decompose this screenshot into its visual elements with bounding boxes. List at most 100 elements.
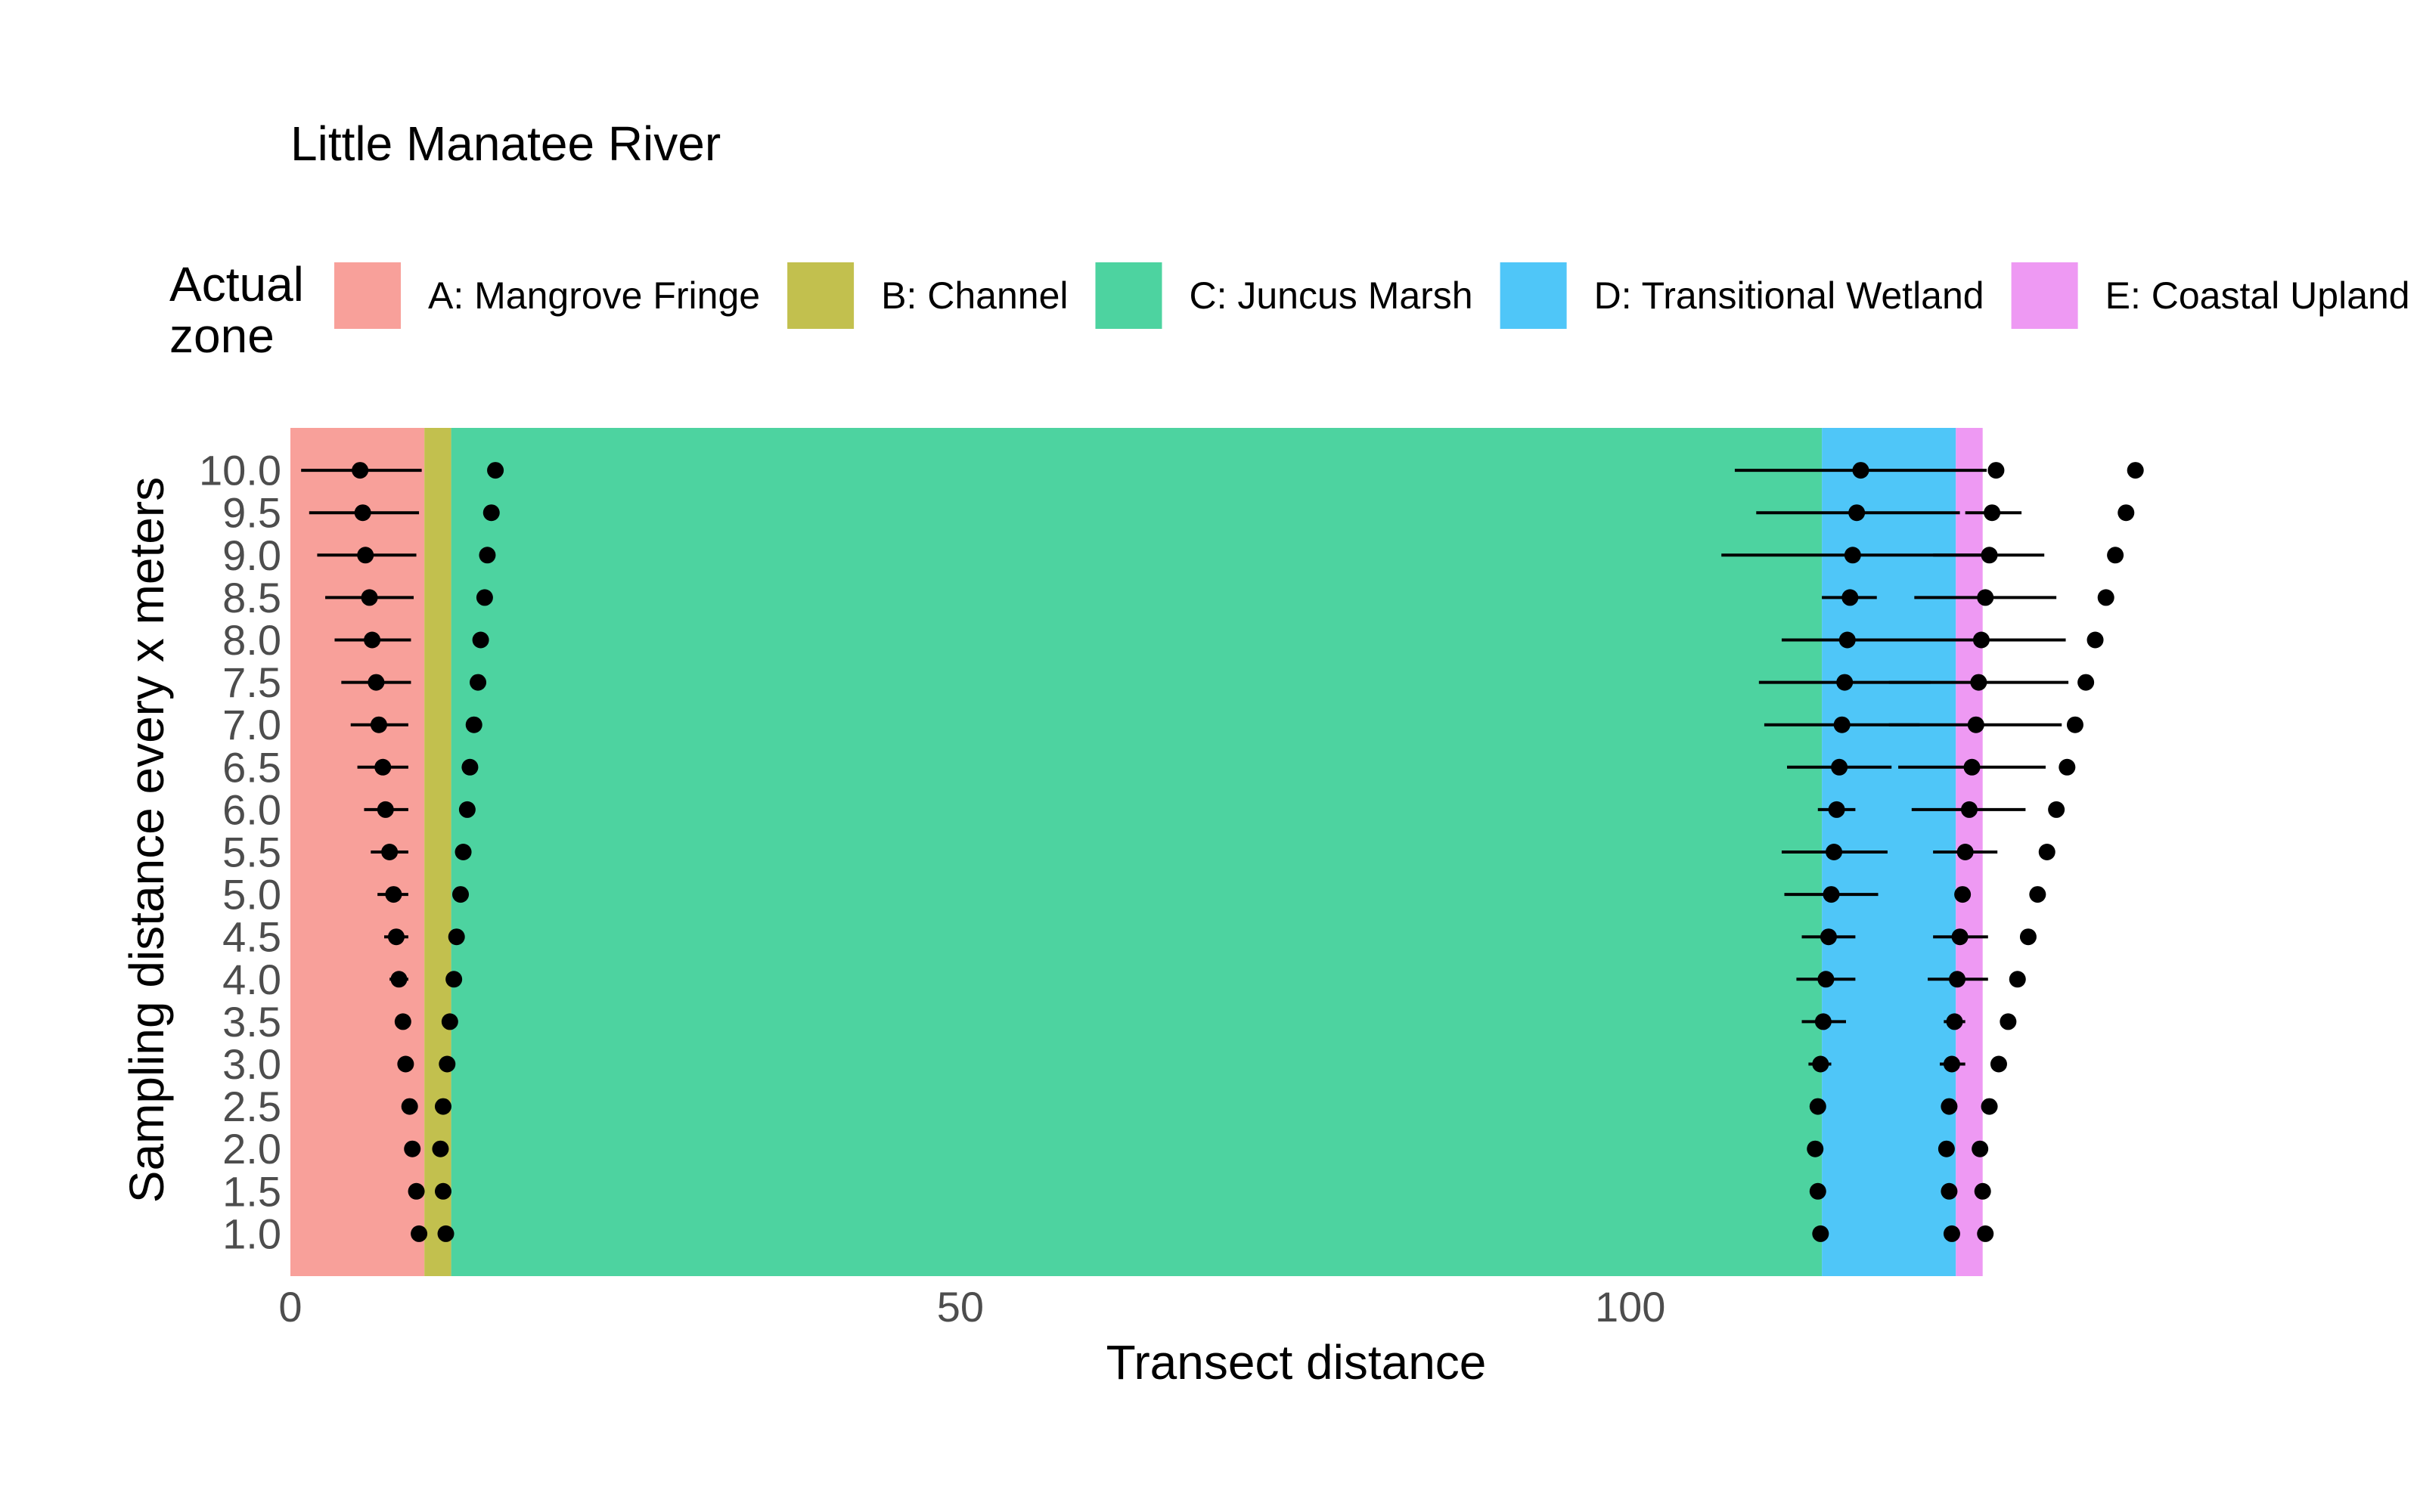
data-point [1833,716,1851,733]
data-point [357,547,374,564]
data-point [1828,801,1845,818]
x-tick-label: 50 [937,1283,984,1331]
x-axis-title: Transect distance [1106,1335,1487,1390]
data-point [1820,928,1837,946]
data-point [1954,886,1972,903]
data-point [1977,589,1994,606]
y-tick-label: 4.5 [222,913,281,961]
data-point [2127,462,2144,479]
data-point [1972,1140,1989,1157]
data-point [1809,1182,1826,1200]
chart-title: Little Manatee River [290,116,721,171]
data-point [1838,631,1856,649]
y-tick-label: 5.5 [222,829,281,876]
y-tick-label: 6.0 [222,785,281,833]
data-point [432,1140,449,1157]
x-tick-label: 100 [1595,1283,1665,1331]
legend-label: B: Channel [881,274,1068,317]
legend-swatch-b [787,262,855,329]
data-point [364,631,381,649]
data-point [2048,801,2065,818]
data-point [1946,1013,1963,1030]
data-point [352,462,369,479]
data-point [434,1098,451,1115]
y-tick-label: 3.5 [222,998,281,1046]
legend-label: C: Juncus Marsh [1189,274,1472,317]
data-point [434,1182,451,1200]
data-point [2097,589,2114,606]
data-point [2107,547,2124,564]
data-point [476,589,493,606]
data-point [2029,886,2046,903]
data-point [1981,1098,1998,1115]
y-tick-label: 9.0 [222,531,281,579]
legend-label: D: Transitional Wetland [1594,274,1984,317]
y-tick-label: 1.0 [222,1210,281,1257]
data-point [472,631,489,649]
data-point [439,1055,456,1073]
data-point [445,971,463,988]
zone-band-b [424,428,451,1276]
data-point [394,1013,411,1030]
data-point [1852,462,1869,479]
data-point [437,1225,455,1242]
data-point [1967,716,1984,733]
data-point [1814,1013,1832,1030]
data-point [1807,1140,1824,1157]
y-tick-label: 2.5 [222,1083,281,1130]
data-point [1812,1055,1829,1073]
data-point [441,1013,458,1030]
data-point [2019,928,2037,946]
data-point [458,801,476,818]
data-point [2059,758,2076,776]
legend-swatch-a [334,262,401,329]
data-point [1972,631,1990,649]
data-point [1990,1055,2007,1073]
data-point [370,716,387,733]
data-point [1831,758,1848,776]
data-point [1941,1098,1958,1115]
y-tick-label: 1.5 [222,1167,281,1215]
data-point [1977,1225,1994,1242]
data-point [1844,547,1861,564]
data-point [374,758,392,776]
data-point [404,1140,421,1157]
y-tick-label: 7.0 [222,701,281,748]
data-point [1941,1182,1958,1200]
y-tick-label: 8.0 [222,616,281,664]
data-point [411,1225,428,1242]
data-point [448,928,465,946]
data-point [465,716,482,733]
y-tick-label: 2.0 [222,1125,281,1173]
data-point [1951,928,1969,946]
data-point [1943,1055,1960,1073]
data-point [470,674,487,691]
data-point [487,462,504,479]
y-tick-label: 4.0 [222,956,281,1003]
data-point [1943,1225,1960,1242]
data-point [2077,674,2095,691]
y-tick-label: 3.0 [222,1040,281,1088]
data-point [2066,716,2083,733]
data-point [381,844,399,860]
legend-title: Actual zone [169,257,304,363]
data-point [1974,1182,1991,1200]
data-point [2118,504,2135,522]
data-point [397,1055,414,1073]
data-point [1817,971,1835,988]
data-points [352,462,2144,1242]
data-point [1836,674,1854,691]
data-point [482,504,500,522]
y-tick-label: 8.5 [222,574,281,621]
y-tick-label: 7.5 [222,658,281,706]
data-point [452,886,470,903]
x-tick-label: 0 [278,1283,302,1331]
x-axis-ticks: 0 50 100 [278,1283,1665,1331]
y-tick-label: 6.5 [222,743,281,791]
legend-label: A: Mangrove Fringe [428,274,760,317]
data-point [1809,1098,1826,1115]
data-point [2038,844,2055,860]
data-point [461,758,479,776]
data-point [390,971,408,988]
